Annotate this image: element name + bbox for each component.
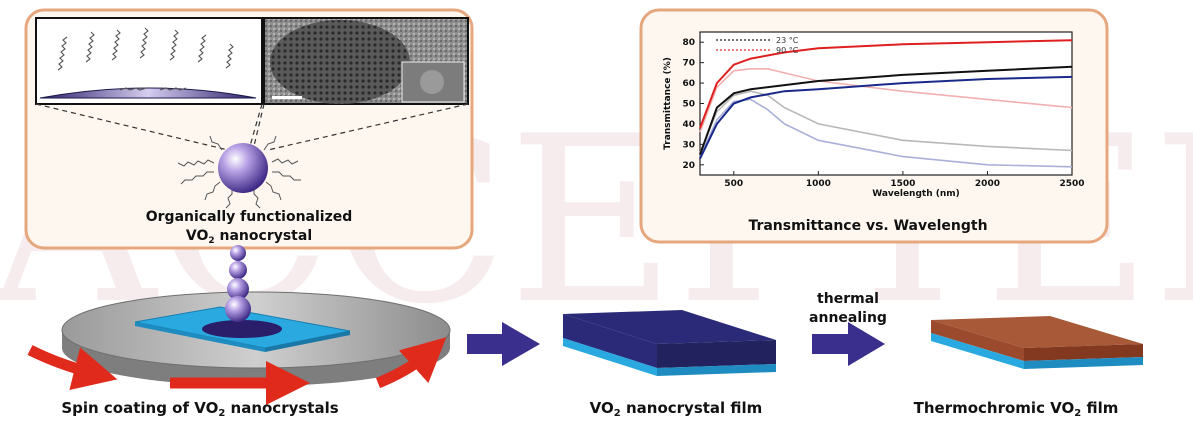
x-tick-label: 1500 [890,179,915,189]
process-arrow-1 [467,322,540,366]
nanocrystal-film [563,310,776,376]
spin-arrow-right [375,337,447,389]
spin-coating-label: Spin coating of VO2 nanocrystals [61,399,338,419]
nanocrystal-sphere [177,135,301,209]
chart-caption: Transmittance vs. Wavelength [748,218,987,234]
process-arrow-2 [812,322,885,366]
legend-label: 23 °C [776,36,799,45]
y-tick-label: 30 [682,140,695,150]
spin-arrow-left [27,345,118,391]
y-tick-label: 70 [682,59,695,69]
thermochromic-film [931,316,1143,369]
spin-coater [27,245,451,405]
x-tick-label: 2500 [1059,179,1084,189]
ligand-schematic-inset [35,17,263,105]
nanocrystal-label-line1: Organically functionalized [146,209,353,225]
chart-panel: 500 1000 1500 2000 2500 20 30 40 50 60 70 80 Wavelen… [639,8,1109,244]
y-tick-label: 40 [682,120,695,130]
x-tick-label: 500 [724,179,743,189]
x-tick-label: 1000 [806,179,831,189]
series-line-3 [699,75,1073,160]
x-axis-label: Wavelength (nm) [872,189,960,199]
legend-label: 90 °C [776,46,799,55]
series-line-1 [699,39,1073,129]
series-line-6 [699,98,1073,168]
series-line-4 [699,68,1073,133]
x-tick-label: 2000 [975,179,1000,189]
annealing-label-line1: thermal [817,291,879,307]
series-line-2 [699,65,1073,155]
annealing-label-line2: annealing [809,310,887,326]
y-tick-label: 50 [682,100,695,110]
tem-image-inset [263,17,469,105]
droplets [225,245,251,322]
y-tick-label: 20 [682,161,695,171]
y-tick-label: 60 [682,79,695,89]
thermochromic-label: Thermochromic VO2 film [914,399,1119,419]
series-line-5 [699,90,1073,153]
transmittance-chart: 500 1000 1500 2000 2500 20 30 40 50 60 70 80 Wavelen… [663,31,1085,199]
y-axis-label: Transmittance (%) [663,57,673,150]
nanocrystal-label-line2: VO2 nanocrystal [186,228,312,246]
y-tick-label: 80 [682,38,695,48]
film-label: VO2 nanocrystal film [590,399,763,419]
nanocrystal-panel: Organically functionalized VO2 nanocryst… [24,8,474,250]
